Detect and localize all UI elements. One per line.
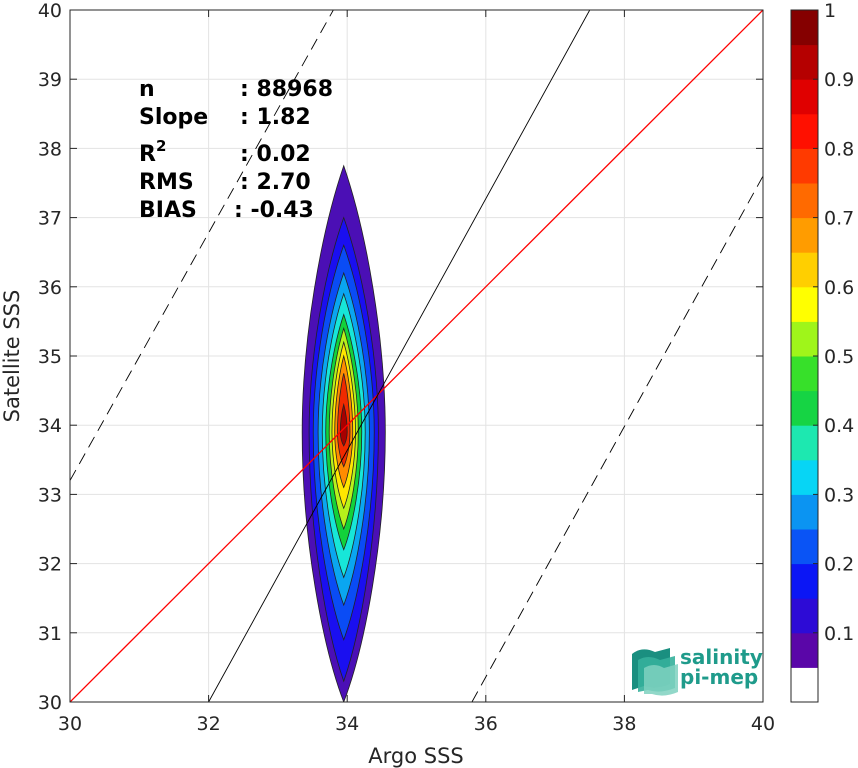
- stat-value: : 88968: [240, 77, 333, 102]
- colorbar-tick-label: 0.6: [824, 277, 854, 299]
- y-axis-label: Satellite SSS: [0, 290, 24, 423]
- colorbar-segment: [791, 494, 818, 530]
- colorbar-segment: [791, 425, 818, 461]
- colorbar-segment: [791, 632, 818, 668]
- grid: [69, 9, 764, 703]
- logo-text-pimep: pi-mep: [680, 665, 758, 689]
- colorbar-tick-label: 0.4: [824, 415, 854, 437]
- colorbar: 1 0.9 0.8 0.7 0.6 0.5 0.4 0.3 0.2 0.1: [790, 0, 854, 703]
- y-tick-label: 32: [38, 554, 62, 576]
- stat-value: : 0.02: [240, 142, 311, 167]
- colorbar-segment: [791, 44, 818, 80]
- colorbar-segment: [791, 667, 818, 703]
- reference-lines: [70, 10, 763, 702]
- stat-value: : -0.43: [234, 198, 314, 223]
- axis-ticks: 30 32 34 36 38 40 30 31 32 33 34 35 36 37 38 39 40: [38, 0, 775, 735]
- x-tick-label: 32: [197, 713, 221, 735]
- y-tick-label: 33: [38, 484, 62, 506]
- colorbar-segment: [791, 459, 818, 495]
- colorbar-tick-label: 0.1: [824, 623, 854, 645]
- colorbar-tick-label: 1: [824, 0, 836, 22]
- stat-label: Slope: [139, 105, 208, 130]
- stat-value: : 2.70: [240, 170, 311, 195]
- stat-label-superscript: 2: [156, 137, 166, 155]
- colorbar-segment: [791, 148, 818, 184]
- colorbar-segment: [791, 113, 818, 149]
- colorbar-tick-label: 0.9: [824, 69, 854, 91]
- colorbar-tick-label: 0.2: [824, 554, 854, 576]
- colorbar-segment: [791, 252, 818, 288]
- regression-line: [208, 10, 591, 702]
- x-tick-label: 40: [751, 713, 775, 735]
- stat-label: BIAS: [139, 198, 197, 223]
- logo-wave-icon: [632, 648, 678, 696]
- x-axis-label: Argo SSS: [368, 744, 463, 768]
- x-tick-label: 36: [474, 713, 498, 735]
- colorbar-segment: [791, 390, 818, 426]
- y-tick-label: 31: [38, 623, 62, 645]
- x-tick-label: 38: [612, 713, 636, 735]
- colorbar-segment: [791, 356, 818, 392]
- logo-text-salinity: salinity: [680, 645, 763, 669]
- colorbar-segment: [791, 321, 818, 357]
- colorbar-tick-label: 0.8: [824, 138, 854, 160]
- colorbar-tick-label: 0.5: [824, 346, 854, 368]
- colorbar-segment: [791, 10, 818, 46]
- colorbar-segment: [791, 217, 818, 253]
- y-tick-label: 35: [38, 346, 62, 368]
- colorbar-segment: [791, 598, 818, 634]
- y-tick-label: 37: [38, 208, 62, 230]
- colorbar-segment: [791, 286, 818, 322]
- y-tick-label: 40: [38, 0, 62, 22]
- density-contours: [301, 164, 386, 702]
- bound-dashed-line: [471, 175, 763, 702]
- y-tick-label: 39: [38, 69, 62, 91]
- colorbar-segment: [791, 529, 818, 565]
- colorbar-segment: [791, 563, 818, 599]
- salinity-pimep-logo: salinity pi-mep: [632, 645, 763, 696]
- stat-label: n: [139, 77, 155, 102]
- y-tick-label: 36: [38, 277, 62, 299]
- contour-level: [339, 402, 348, 447]
- y-tick-label: 38: [38, 138, 62, 160]
- x-tick-label: 34: [335, 713, 359, 735]
- stat-value: : 1.82: [240, 105, 311, 130]
- colorbar-tick-label: 0.7: [824, 208, 854, 230]
- colorbar-tick-label: 0.3: [824, 484, 854, 506]
- y-tick-label: 34: [38, 415, 62, 437]
- bound-dashed-line: [70, 10, 334, 481]
- x-tick-label: 30: [58, 713, 82, 735]
- y-tick-label: 30: [38, 692, 62, 714]
- colorbar-segment: [791, 183, 818, 219]
- colorbar-segment: [791, 79, 818, 115]
- stat-label: RMS: [139, 170, 194, 195]
- identity-line: [70, 10, 763, 702]
